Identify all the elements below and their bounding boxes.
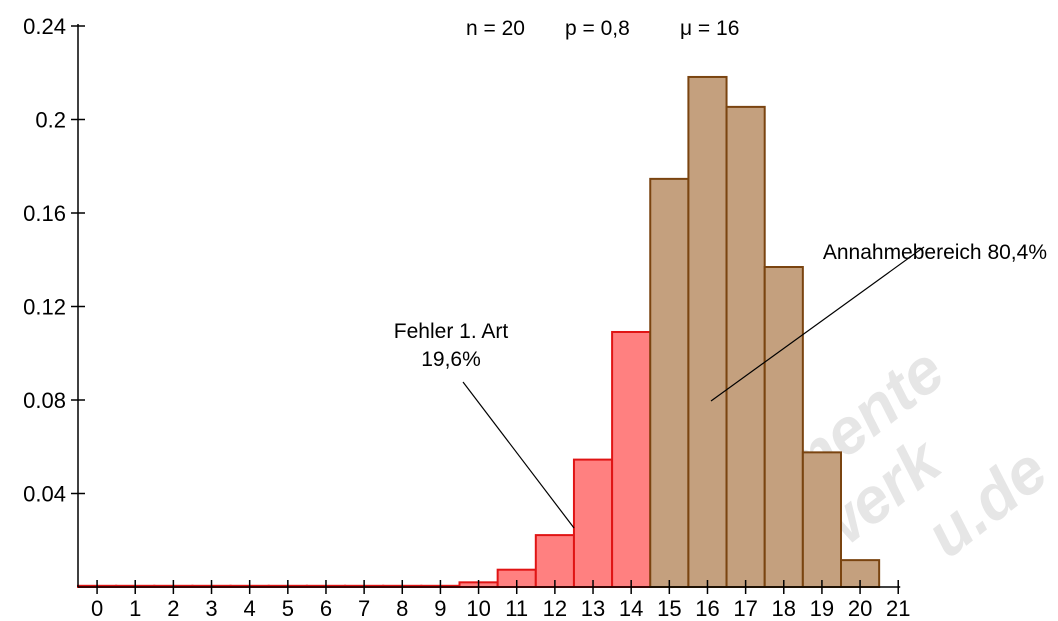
annotation-annahme: Annahmebereich 80,4% bbox=[823, 241, 1047, 264]
y-tick-label-5: 0.24 bbox=[23, 14, 66, 39]
info-p: p = 0,8 bbox=[565, 17, 630, 40]
x-tick-label-19: 19 bbox=[810, 596, 834, 621]
y-tick-label-2: 0.12 bbox=[23, 295, 66, 320]
x-tick-label-10: 10 bbox=[466, 596, 490, 621]
x-tick-label-12: 12 bbox=[543, 596, 567, 621]
x-tick-label-17: 17 bbox=[733, 596, 757, 621]
info-n: n = 20 bbox=[466, 17, 525, 40]
x-tick-label-15: 15 bbox=[657, 596, 681, 621]
y-tick-label-4: 0.2 bbox=[35, 108, 66, 133]
bar-18 bbox=[763, 266, 804, 588]
bar-13 bbox=[572, 458, 614, 588]
x-tick-label-16: 16 bbox=[695, 596, 719, 621]
x-tick-label-20: 20 bbox=[848, 596, 872, 621]
annotation-fehler-line1: Fehler 1. Art bbox=[394, 320, 509, 343]
bar-15 bbox=[649, 177, 690, 588]
bar-16 bbox=[687, 75, 728, 589]
y-tick-label-0: 0.04 bbox=[23, 482, 66, 507]
x-tick-label-9: 9 bbox=[434, 596, 446, 621]
y-tick-label-3: 0.16 bbox=[23, 201, 66, 226]
x-tick-label-3: 3 bbox=[205, 596, 217, 621]
x-tick-label-4: 4 bbox=[244, 596, 256, 621]
fehler-leader-line bbox=[462, 381, 575, 529]
y-tick-label-1: 0.08 bbox=[23, 388, 66, 413]
bar-14 bbox=[611, 330, 652, 589]
annotation-fehler-line2: 19,6% bbox=[421, 348, 481, 371]
watermark-line-3: u.de bbox=[912, 433, 1058, 571]
bar-12 bbox=[534, 534, 575, 588]
x-tick-label-8: 8 bbox=[396, 596, 408, 621]
x-tick-label-0: 0 bbox=[91, 596, 103, 621]
annahme-leader-line bbox=[710, 246, 925, 402]
bar-17 bbox=[725, 105, 766, 588]
ticks: 0 1 2 3 4 5 6 7 8 9 10 11 12 13 14 15 16 17 18 19 20 210.040.… bbox=[23, 14, 910, 621]
x-tick-label-7: 7 bbox=[358, 596, 370, 621]
x-tick-label-2: 2 bbox=[167, 596, 179, 621]
x-tick-label-14: 14 bbox=[619, 596, 643, 621]
x-tick-label-13: 13 bbox=[581, 596, 605, 621]
x-tick-label-6: 6 bbox=[320, 596, 332, 621]
x-tick-label-1: 1 bbox=[129, 596, 141, 621]
x-tick-label-21: 21 bbox=[886, 596, 910, 621]
x-tick-label-11: 11 bbox=[505, 596, 528, 621]
annotation-lines bbox=[462, 246, 925, 529]
info-mu: μ = 16 bbox=[680, 17, 739, 40]
x-tick-label-5: 5 bbox=[282, 596, 294, 621]
x-tick-label-18: 18 bbox=[772, 596, 796, 621]
bar-19 bbox=[801, 451, 842, 588]
